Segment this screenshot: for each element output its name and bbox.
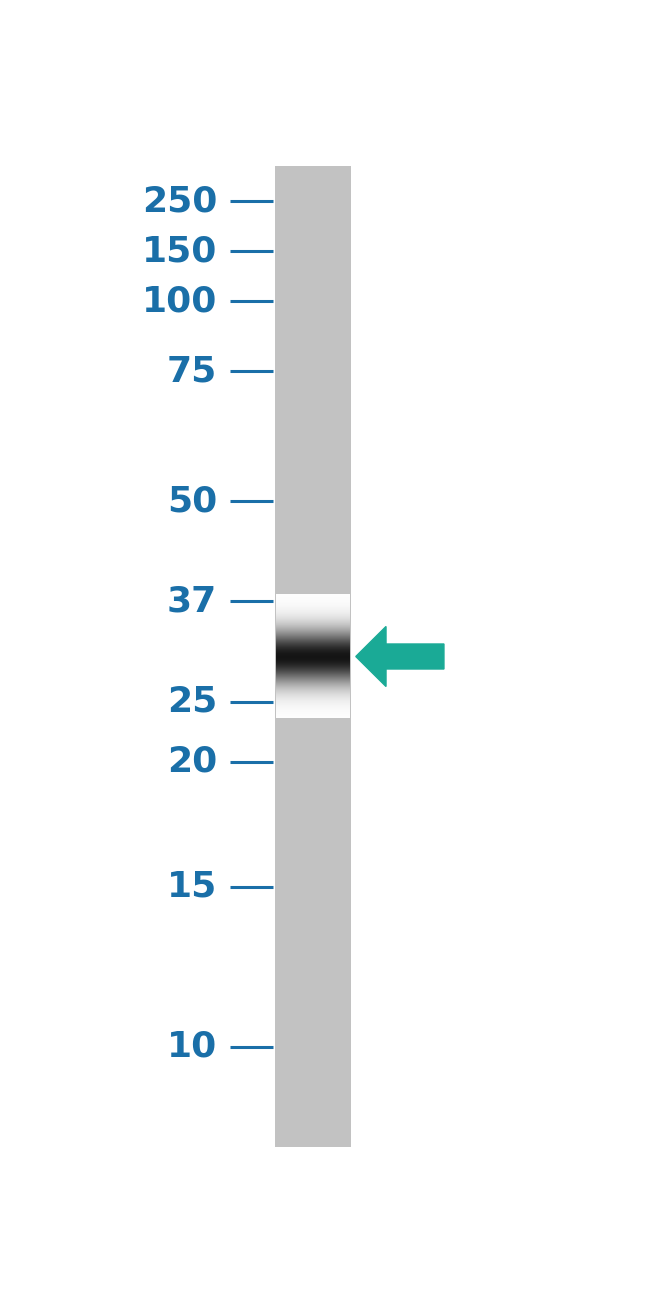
Text: 50: 50: [167, 485, 217, 519]
Text: 10: 10: [167, 1030, 217, 1063]
Text: 20: 20: [167, 745, 217, 779]
Text: 37: 37: [167, 585, 217, 619]
Bar: [275, 166, 351, 1147]
Text: 75: 75: [167, 354, 217, 389]
Text: 150: 150: [142, 234, 217, 268]
FancyArrow shape: [356, 627, 444, 686]
Text: 100: 100: [142, 285, 217, 318]
Text: 25: 25: [167, 685, 217, 719]
Text: 250: 250: [142, 185, 217, 218]
Text: 15: 15: [167, 870, 217, 903]
